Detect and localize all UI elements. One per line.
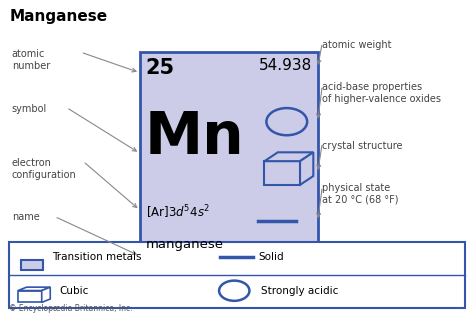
Bar [264, 161, 300, 185]
Bar [18, 291, 42, 302]
Text: Mn: Mn [145, 109, 244, 166]
Bar [9, 242, 465, 308]
Text: $[\mathrm{Ar}]3d^54s^2$: $[\mathrm{Ar}]3d^54s^2$ [146, 204, 210, 221]
Text: atomic
number: atomic number [12, 49, 50, 70]
Text: Manganese: Manganese [9, 9, 108, 24]
Circle shape [219, 281, 249, 301]
Polygon shape [300, 152, 313, 185]
Bar [140, 52, 318, 280]
Text: electron
configuration: electron configuration [12, 158, 77, 179]
Polygon shape [42, 287, 50, 302]
Text: Transition metals: Transition metals [52, 252, 142, 262]
Text: © Encyclopædia Britannica, Inc.: © Encyclopædia Britannica, Inc. [9, 305, 133, 313]
Text: Strongly acidic: Strongly acidic [261, 286, 338, 296]
Text: manganese: manganese [146, 238, 224, 251]
Text: acid-base properties
of higher-valence oxides: acid-base properties of higher-valence o… [322, 82, 441, 104]
Text: Cubic: Cubic [60, 286, 89, 296]
Polygon shape [264, 152, 313, 161]
Text: physical state
at 20 °C (68 °F): physical state at 20 °C (68 °F) [322, 183, 399, 205]
Bar [21, 259, 43, 270]
Text: Solid: Solid [258, 252, 283, 262]
Text: name: name [12, 212, 40, 222]
Polygon shape [18, 287, 50, 291]
Circle shape [266, 108, 307, 135]
Text: symbol: symbol [12, 104, 47, 114]
Text: crystal structure: crystal structure [322, 141, 403, 151]
Text: 25: 25 [146, 58, 174, 78]
Text: 54.938: 54.938 [259, 58, 312, 73]
Text: atomic weight: atomic weight [322, 40, 392, 50]
